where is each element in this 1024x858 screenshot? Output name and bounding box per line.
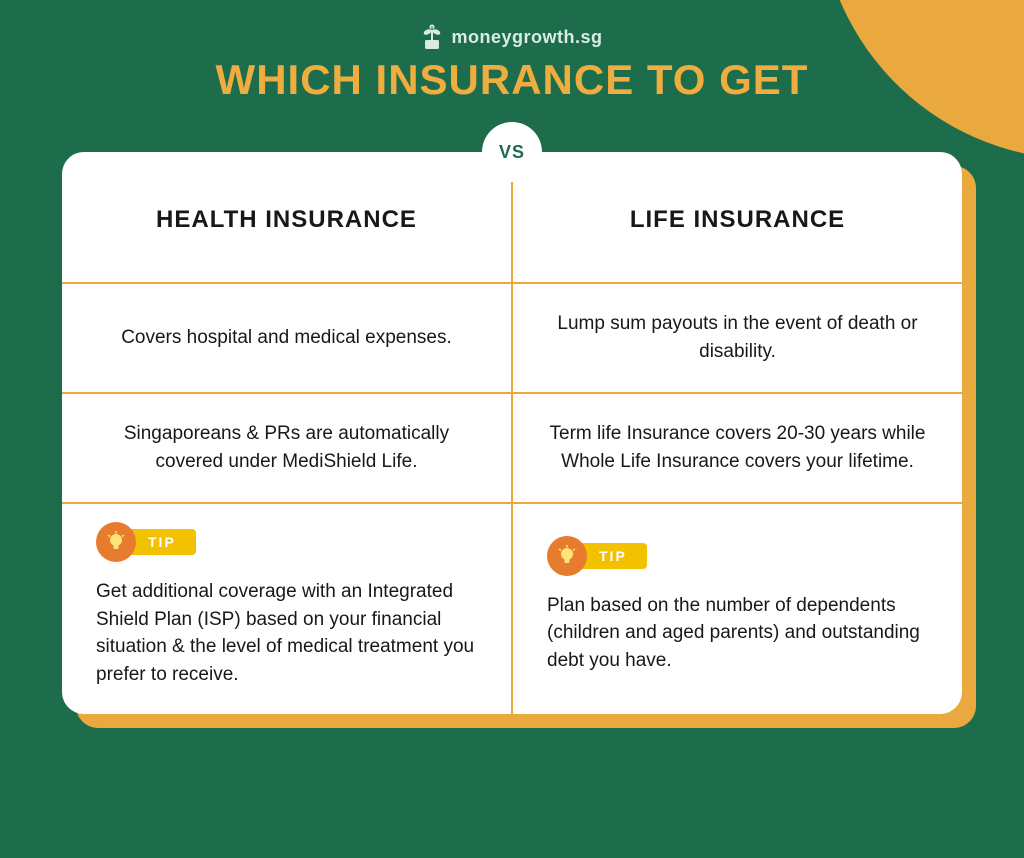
vs-badge: VS [484,124,540,180]
text-2-right: Term life Insurance covers 20-30 years w… [547,420,928,475]
tip-cell-left: TIP Get additional coverage with an Inte… [62,504,511,714]
cell-2-left: Singaporeans & PRs are automatically cov… [62,394,511,502]
tip-badge-left: TIP [96,522,477,562]
col-title-life: LIFE INSURANCE [547,176,928,258]
row-2: Singaporeans & PRs are automatically cov… [62,392,962,502]
lightbulb-icon [547,536,587,576]
tip-text-right: Plan based on the number of dependents (… [547,592,928,675]
cell-1-right: Lump sum payouts in the event of death o… [511,284,962,392]
lightbulb-icon [96,522,136,562]
tip-badge-right: TIP [547,536,928,576]
brand-name: moneygrowth.sg [451,27,602,48]
col-header-left: HEALTH INSURANCE [62,152,511,282]
text-2-left: Singaporeans & PRs are automatically cov… [96,420,477,475]
plant-pot-icon: $ [421,24,443,50]
comparison-card-wrap: VS HEALTH INSURANCE LIFE INSURANCE Cover… [62,152,962,714]
tip-cell-right: TIP Plan based on the number of dependen… [511,504,962,714]
cell-2-right: Term life Insurance covers 20-30 years w… [511,394,962,502]
vs-label: VS [499,142,525,163]
col-header-right: LIFE INSURANCE [511,152,962,282]
tip-text-left: Get additional coverage with an Integrat… [96,578,477,688]
comparison-card: VS HEALTH INSURANCE LIFE INSURANCE Cover… [62,152,962,714]
page-title: WHICH INSURANCE TO GET [0,56,1024,104]
text-1-right: Lump sum payouts in the event of death o… [547,310,928,365]
tip-row: TIP Get additional coverage with an Inte… [62,502,962,714]
col-title-health: HEALTH INSURANCE [96,176,477,258]
cell-1-left: Covers hospital and medical expenses. [62,284,511,392]
row-1: Covers hospital and medical expenses. Lu… [62,282,962,392]
text-1-left: Covers hospital and medical expenses. [96,324,477,352]
